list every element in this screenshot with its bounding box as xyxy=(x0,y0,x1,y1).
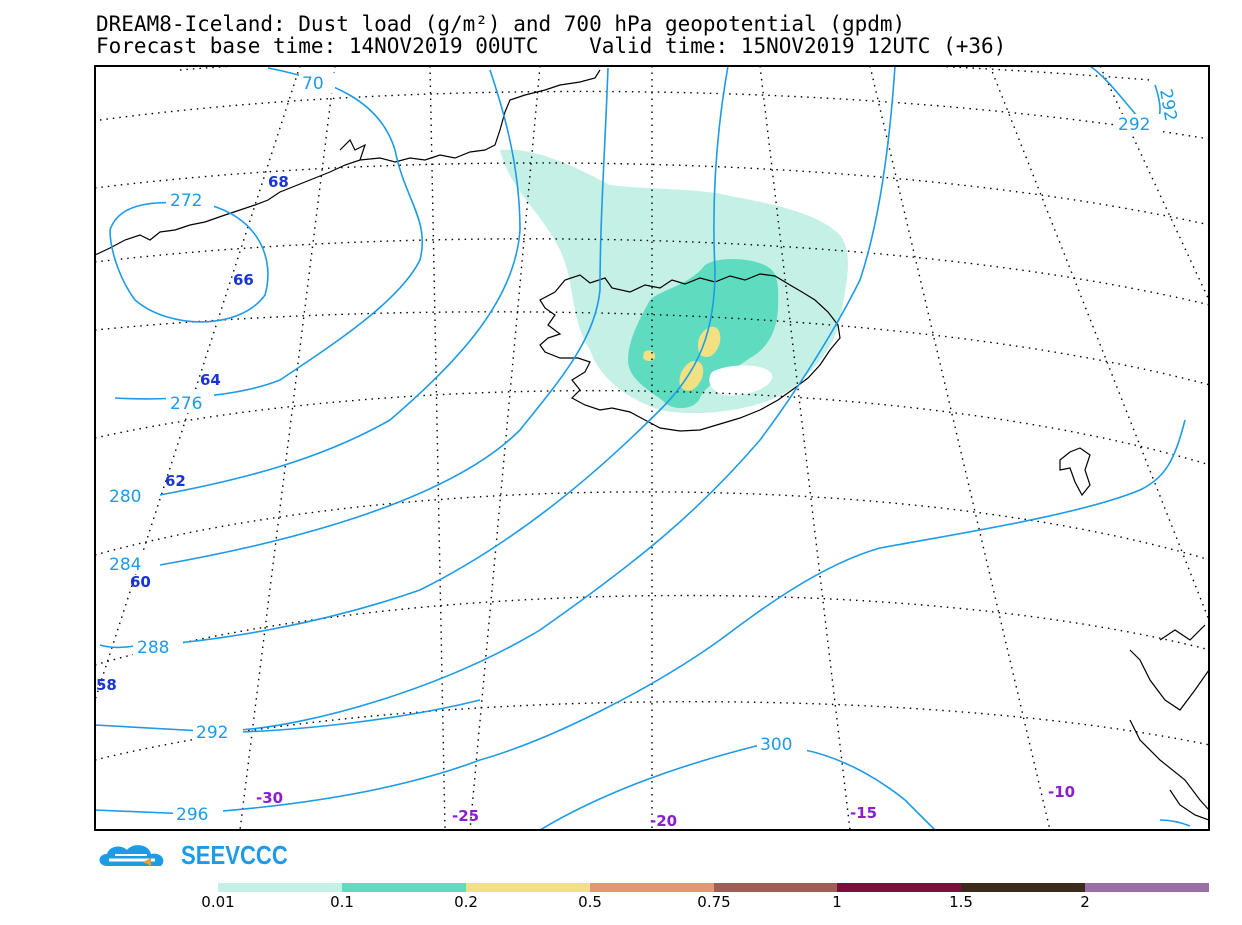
lon-label-minus25: -25 xyxy=(452,807,479,825)
lat-label-68: 68 xyxy=(268,173,289,191)
seevccc-logo: SEEVCCC xyxy=(95,838,307,872)
geopotential-contours xyxy=(95,66,1191,830)
geo-label-280: 280 xyxy=(109,487,141,507)
lat-label-58: 58 xyxy=(96,676,117,694)
dust-clear-patch xyxy=(709,365,773,396)
map-title: DREAM8-Iceland: Dust load (g/m²) and 700… xyxy=(96,12,906,36)
colorbar-tick: 0.2 xyxy=(454,893,478,911)
colorbar-tick: 1.5 xyxy=(949,893,973,911)
colorbar-tick: 0.1 xyxy=(330,893,354,911)
colorbar-segment xyxy=(465,883,590,892)
colorbar-segment xyxy=(1085,883,1209,892)
lat-label-66: 66 xyxy=(233,271,254,289)
lat-label-62: 62 xyxy=(165,472,186,490)
colorbar-tick: 2 xyxy=(1080,893,1090,911)
colorbar-segment xyxy=(837,883,962,892)
geo-label-288: 288 xyxy=(137,638,169,658)
lon-label-minus15: -15 xyxy=(850,804,877,822)
colorbar-segment xyxy=(589,883,714,892)
map-frame xyxy=(94,65,1210,831)
geo-label-70: 70 xyxy=(302,74,324,94)
longitude-labels: -30 -25 -20 -15 -10 xyxy=(256,783,1075,830)
geo-label-300: 300 xyxy=(760,735,792,755)
colorbar-ticks: 0.01 0.1 0.2 0.5 0.75 1 1.5 2 xyxy=(0,893,1242,913)
geo-label-292-ne: 292 xyxy=(1118,115,1150,135)
dust-area-high-2 xyxy=(679,360,704,391)
lon-label-minus30: -30 xyxy=(256,789,283,807)
dust-load-colorbar xyxy=(218,883,1209,892)
lon-label-minus10: -10 xyxy=(1048,783,1075,801)
colorbar-tick: 0.01 xyxy=(201,893,235,911)
geo-label-296: 296 xyxy=(176,805,208,825)
longitude-lines xyxy=(95,66,1209,830)
colorbar-segment xyxy=(341,883,466,892)
colorbar-tick: 0.75 xyxy=(697,893,731,911)
coastlines xyxy=(95,69,1209,821)
colorbar-segment xyxy=(218,883,342,892)
geo-label-292: 292 xyxy=(196,723,228,743)
map-subtitle-times: Forecast base time: 14NOV2019 00UTC Vali… xyxy=(96,34,1007,58)
colorbar-tick: 0.5 xyxy=(578,893,602,911)
logo-text: SEEVCCC xyxy=(181,839,288,870)
colorbar-tick: 1 xyxy=(832,893,842,911)
geopotential-labels: 70 272 276 280 284 288 292 296 300 292 2… xyxy=(106,73,1180,825)
latitude-lines xyxy=(95,66,1209,761)
geo-label-276: 276 xyxy=(170,394,202,414)
colorbar-segment xyxy=(713,883,838,892)
latitude-labels: 68 66 64 62 60 58 xyxy=(96,173,289,694)
lat-label-60: 60 xyxy=(130,573,151,591)
lat-label-64: 64 xyxy=(200,371,221,389)
geo-label-272: 272 xyxy=(170,191,202,211)
lon-label-minus20: -20 xyxy=(650,812,677,830)
geo-label-284: 284 xyxy=(109,555,141,575)
colorbar-segment xyxy=(961,883,1086,892)
dust-area-high-1 xyxy=(697,326,721,358)
cloud-logo-icon xyxy=(99,845,164,866)
